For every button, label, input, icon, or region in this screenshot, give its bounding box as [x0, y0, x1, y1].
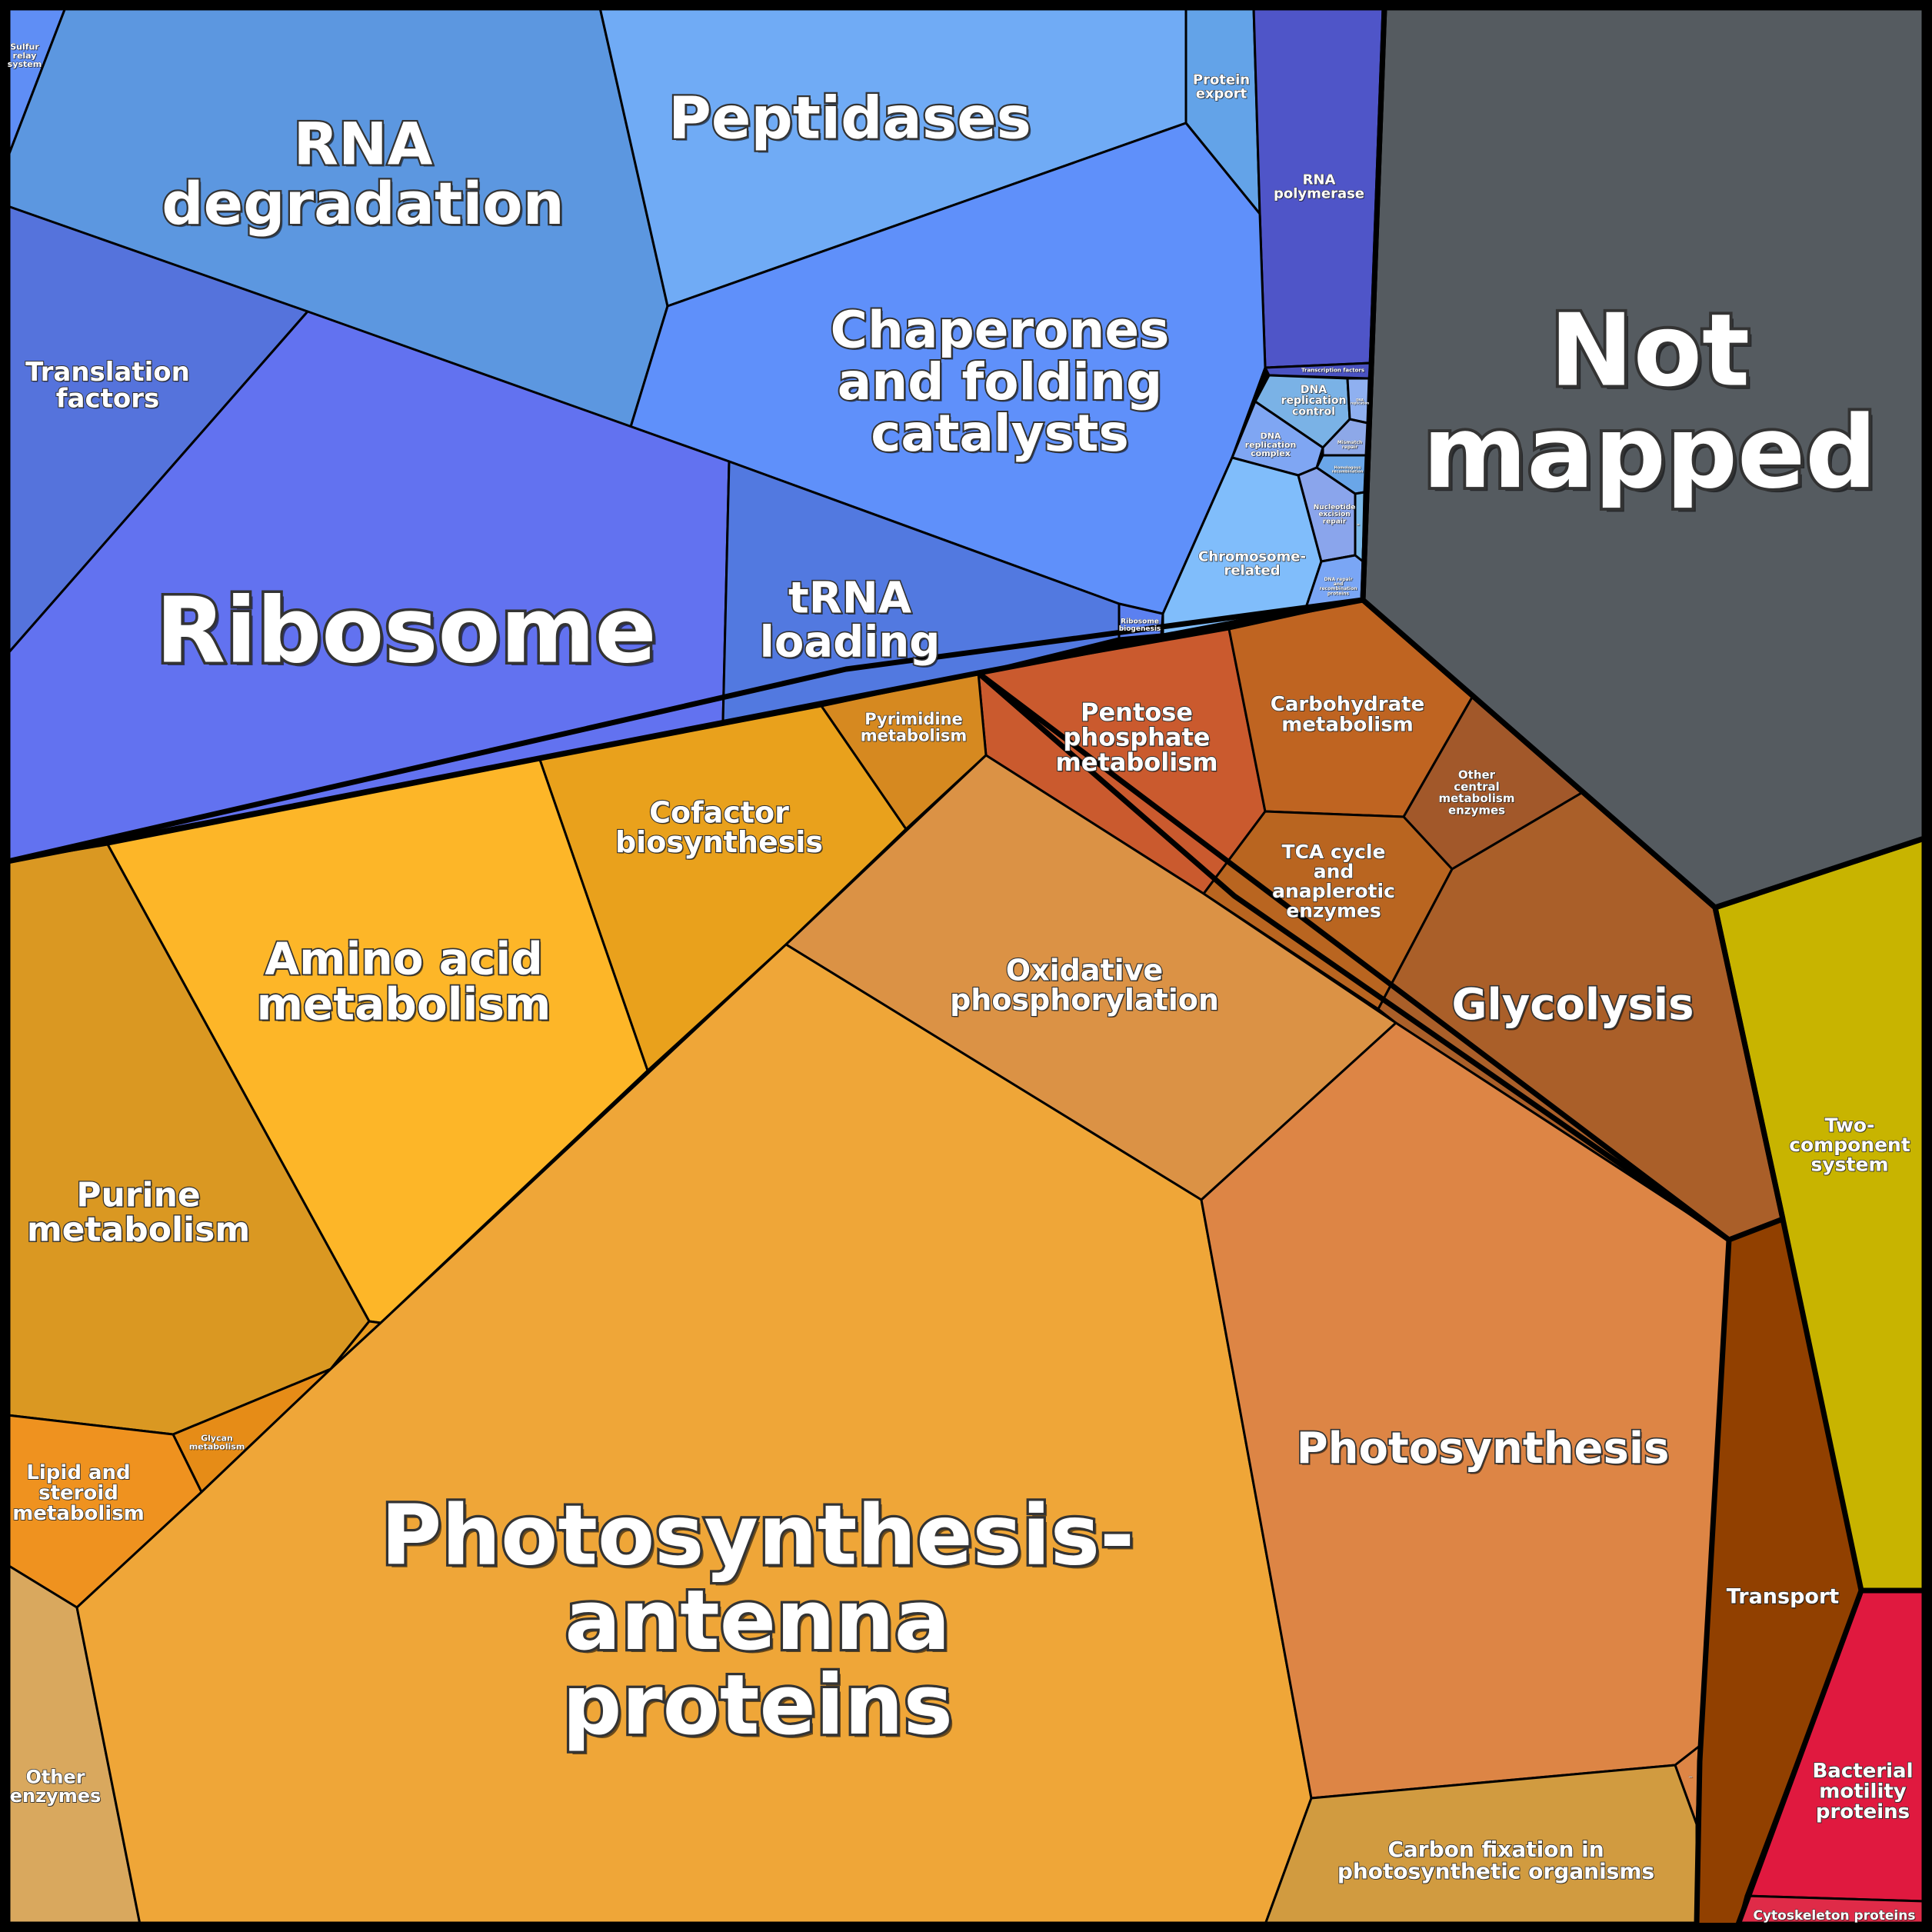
cell-label-photosynthesis-antenna: Photosynthesis-antenna proteins [381, 1488, 1134, 1754]
cell-label-rna-degradation: RNA degradation [162, 110, 565, 238]
cell-label-shadow-pentose-phosphate: Pentose phosphate metabolism [1057, 698, 1219, 778]
cell-label-shadow-dna-replication-complex: DNA replication complex [1246, 432, 1297, 459]
cell-label-lipid-steroid-metabolism: Lipid and steroid metabolism [12, 1461, 145, 1525]
cell-label-mismatch-repair: Mismatch repair [1337, 440, 1363, 450]
cell-label-two-component-system: Two-component system [1789, 1114, 1910, 1176]
cell-label-shadow-rna-polymerase: RNA polymerase [1274, 172, 1365, 202]
cell-label-shadow-glycan-metabolism: Glycan metabolism [190, 1434, 246, 1452]
cell-label-shadow-transcription-factors: Transcription factors [1302, 368, 1365, 375]
cell-label-other-central-metabolism: Other central metabolism enzymes [1439, 768, 1515, 817]
cell-label-carbohydrate-metabolism: Carbohydrate metabolism [1271, 693, 1424, 737]
cell-label-glycan-metabolism: Glycan metabolism [189, 1433, 245, 1451]
cell-label-nucleotide-excision-repair: Nucleotide excision repair [1314, 504, 1356, 525]
cell-label-shadow-glycolysis: Glycolysis [1454, 981, 1696, 1031]
cell-label-pentose-phosphate: Pentose phosphate metabolism [1055, 698, 1217, 777]
cell-label-peptidases: Peptidases [668, 83, 1031, 152]
cell-label-photosynthesis: Photosynthesis [1297, 1424, 1670, 1474]
cell-label-shadow-cytoskeleton-proteins: Cytoskeleton proteins [1754, 1909, 1917, 1924]
cell-label-shadow-lipid-steroid-metabolism: Lipid and steroid metabolism [13, 1462, 145, 1526]
cell-label-tca-cycle: TCA cycle and anaplerotic enzymes [1272, 841, 1395, 922]
cell-label-shadow-purine-metabolism: Purine metabolism [28, 1177, 251, 1251]
cell-label-shadow-homologous-recombination: Homologous recombination [1333, 466, 1364, 475]
cell-label-trna-loading: tRNA loading [760, 574, 941, 668]
cell-label-translation-factors: Translation factors [25, 357, 190, 415]
cell-label-shadow-sulfur-relay: Sulfur relay system [8, 43, 42, 70]
cell-label-shadow-base-excision-repair: = [1357, 524, 1361, 528]
cell-label-pyrimidine-metabolism: Pyrimidine metabolism [861, 710, 968, 744]
cell-label-dna-replication-control: DNA replication control [1281, 384, 1347, 418]
cell-label-shadow-ribosome: Ribosome [159, 581, 660, 687]
cell-label-dna-repair-recombination: DNA repair and recombination proteins [1320, 577, 1357, 596]
cell-label-shadow-ribosome-biogenesis: Ribosome biogenesis [1120, 619, 1162, 634]
cell-label-shadow-trna-loading: tRNA loading [761, 575, 942, 669]
cell-label-shadow-oxidative-phosphorylation: Oxidative phosphorylation [951, 954, 1221, 1018]
cell-label-shadow-chaperones: Chaperones and folding catalysts [832, 302, 1171, 465]
cell-label-shadow-photosynthesis-small: — [1690, 1776, 1694, 1780]
cell-label-ribosome-biogenesis: Ribosome biogenesis [1119, 618, 1161, 633]
cell-label-dna-replication-other: DNA replication [1351, 398, 1369, 405]
cell-label-shadow-carbohydrate-metabolism: Carbohydrate metabolism [1271, 694, 1425, 738]
cell-label-purine-metabolism: Purine metabolism [27, 1175, 250, 1249]
cell-label-rna-polymerase: RNA polymerase [1274, 172, 1364, 202]
cell-label-shadow-tca-cycle: TCA cycle and anaplerotic enzymes [1273, 841, 1396, 923]
cell-label-carbon-fixation: Carbon fixation in photosynthetic organis… [1337, 1837, 1654, 1884]
cell-label-chromosome-related: Chromosome-related [1198, 548, 1306, 578]
cell-label-homologous-recombination: Homologous recombination [1332, 465, 1364, 474]
cell-label-shadow-rna-degradation: RNA degradation [164, 112, 567, 241]
cell-label-shadow-pyrimidine-metabolism: Pyrimidine metabolism [861, 711, 968, 745]
cell-label-shadow-other-central-metabolism: Other central metabolism enzymes [1440, 768, 1516, 818]
cell-label-shadow-mismatch-repair: Mismatch repair [1338, 441, 1364, 451]
cell-label-oxidative-phosphorylation: Oxidative phosphorylation [950, 953, 1219, 1017]
cell-label-shadow-bacterial-motility: Bacterial motility proteins [1814, 1760, 1914, 1824]
cell-label-protein-export: Protein export [1193, 72, 1250, 102]
cell-label-cofactor-biosynthesis: Cofactor biosynthesis [615, 795, 823, 859]
cell-label-other-enzymes: Other enzymes [10, 1766, 102, 1806]
cell-label-shadow-dna-replication-control: DNA replication control [1282, 385, 1347, 419]
cell-label-amino-acid-metabolism: Amino acid metabolism [257, 932, 551, 1030]
cell-label-shadow-carbon-fixation: Carbon fixation in photosynthetic organis… [1338, 1837, 1655, 1885]
cell-label-shadow-dna-replication-other: DNA replication [1351, 398, 1370, 405]
cell-label-shadow-photosynthesis: Photosynthesis [1298, 1425, 1671, 1475]
cell-label-transport: Transport [1727, 1585, 1839, 1609]
cell-label-bacterial-motility: Bacterial motility proteins [1812, 1760, 1913, 1824]
cell-label-transcription-factors: Transcription factors [1301, 368, 1364, 374]
cell-label-ribosome: Ribosome [155, 577, 656, 683]
cell-label-cytoskeleton-proteins: Cytoskeleton proteins [1754, 1908, 1916, 1924]
cell-trna-loading [721, 460, 1121, 723]
cell-label-shadow-dna-repair-recombination: DNA repair and recombination proteins [1321, 578, 1358, 597]
cell-label-shadow-other-enzymes: Other enzymes [11, 1767, 102, 1807]
cell-label-shadow-amino-acid-metabolism: Amino acid metabolism [258, 934, 553, 1032]
cell-label-dna-replication-complex: DNA replication complex [1245, 431, 1297, 458]
cell-label-sulfur-relay: Sulfur relay system [8, 42, 42, 69]
cell-label-chaperones: Chaperones and folding catalysts [831, 300, 1170, 463]
cell-label-shadow-photosynthesis-antenna: Photosynthesis-antenna proteins [384, 1491, 1138, 1757]
cell-label-shadow-protein-export: Protein export [1194, 72, 1251, 102]
cell-label-glycolysis: Glycolysis [1452, 980, 1694, 1030]
cell-label-shadow-cofactor-biosynthesis: Cofactor biosynthesis [617, 797, 824, 861]
cell-label-shadow-nucleotide-excision-repair: Nucleotide excision repair [1314, 505, 1357, 526]
cell-label-shadow-chromosome-related: Chromosome-related [1199, 549, 1307, 579]
cell-label-shadow-transport: Transport [1727, 1586, 1840, 1610]
cell-label-shadow-not-mapped: Not mapped [1427, 296, 1881, 515]
cell-label-shadow-two-component-system: Two-component system [1790, 1115, 1911, 1177]
cell-layer [6, 6, 1926, 1926]
cell-label-shadow-peptidases: Peptidases [671, 85, 1034, 154]
cell-label-photosynthesis-small: — [1689, 1775, 1693, 1780]
cell-label-shadow-translation-factors: Translation factors [27, 358, 192, 415]
cell-label-base-excision-repair: = [1357, 523, 1360, 528]
cell-label-not-mapped: Not mapped [1423, 292, 1877, 511]
